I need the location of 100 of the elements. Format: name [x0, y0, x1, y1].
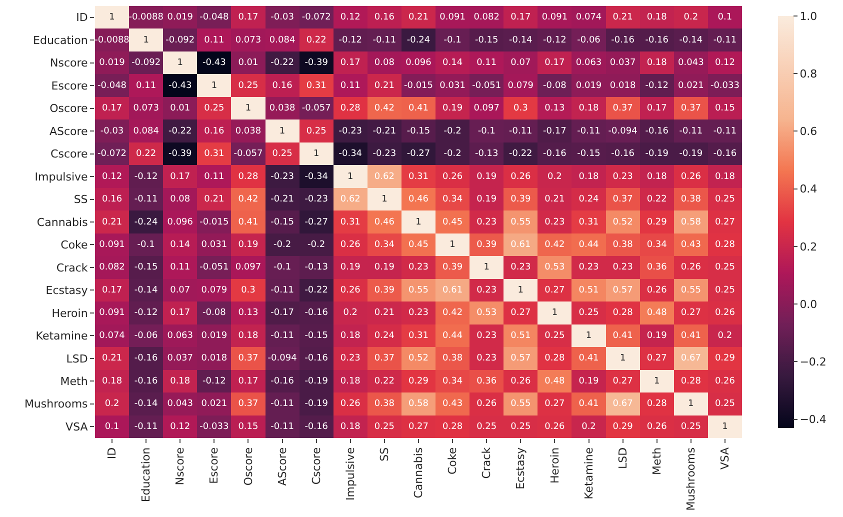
data-label: -0.0088 — [128, 12, 164, 23]
x-tick-label: Cscore — [310, 447, 323, 485]
data-label: 0.26 — [714, 308, 736, 318]
data-label: 0.25 — [714, 262, 735, 273]
data-label: 0.26 — [340, 285, 361, 296]
data-label: 0.08 — [374, 58, 395, 68]
data-label: 1 — [586, 330, 592, 341]
data-label: -0.1 — [478, 126, 496, 136]
data-label: 0.17 — [646, 104, 667, 114]
data-label: 0.18 — [170, 376, 190, 386]
data-label: 0.25 — [714, 285, 735, 296]
data-label: 0.43 — [442, 399, 463, 410]
data-label: 0.52 — [612, 217, 633, 228]
data-label: 1 — [348, 172, 354, 182]
data-label: 0.26 — [646, 285, 668, 296]
data-label: 0.29 — [408, 376, 429, 386]
data-label: 0.084 — [133, 126, 160, 136]
data-label: 0.2 — [548, 172, 562, 182]
data-label: -0.16 — [304, 308, 328, 318]
data-label: 0.37 — [374, 354, 394, 364]
data-label: 0.17 — [170, 308, 190, 318]
data-label: -0.43 — [168, 80, 192, 91]
data-label: 0.12 — [170, 422, 190, 432]
data-label: 0.37 — [680, 104, 701, 114]
data-label: 0.28 — [612, 308, 634, 318]
x-tick-label: Crack — [480, 446, 494, 479]
data-label: 0.38 — [612, 240, 634, 250]
data-label: 0.34 — [442, 376, 463, 386]
data-label: 0.53 — [544, 262, 565, 273]
data-label: -0.0088 — [94, 35, 130, 46]
data-label: 0.41 — [578, 399, 599, 410]
data-label: -0.12 — [134, 172, 158, 182]
data-label: 0.24 — [578, 194, 600, 205]
data-label: -0.12 — [134, 308, 158, 318]
x-tick-label: LSD — [616, 447, 630, 469]
data-label: 0.23 — [544, 217, 565, 228]
data-label: 0.18 — [646, 172, 668, 182]
data-label: 0.14 — [170, 240, 190, 250]
data-label: 0.55 — [408, 285, 429, 296]
data-label: -0.22 — [168, 126, 192, 136]
x-tick-label: Impulsive — [344, 447, 357, 500]
data-label: 0.018 — [610, 80, 636, 91]
color-bar-label: −0.2 — [800, 356, 826, 369]
data-label: 0.14 — [442, 58, 463, 68]
data-label: 0.27 — [510, 308, 531, 318]
data-label: -0.11 — [372, 35, 396, 46]
data-label: 0.12 — [714, 58, 735, 68]
x-tick-label: Ketamine — [582, 447, 596, 500]
data-label: 0.11 — [170, 262, 190, 273]
y-tick-label: Ecstasy — [46, 284, 88, 298]
data-label: 0.29 — [612, 422, 634, 432]
data-label: -0.033 — [200, 422, 229, 432]
data-label: -0.23 — [372, 149, 396, 160]
data-label: -0.11 — [577, 126, 600, 136]
data-label: 0.57 — [510, 354, 531, 364]
y-tick-label: LSD — [66, 352, 88, 366]
data-label: -0.16 — [134, 354, 158, 364]
data-label: -0.19 — [304, 376, 328, 386]
data-label: 0.23 — [408, 262, 429, 273]
data-label: 0.37 — [612, 194, 633, 205]
data-label: -0.092 — [132, 58, 161, 68]
data-label: 0.16 — [272, 80, 293, 91]
data-label: 0.18 — [340, 422, 361, 432]
data-label: 0.3 — [241, 285, 256, 296]
data-label: 0.46 — [408, 194, 429, 205]
data-label: 0.073 — [133, 104, 159, 114]
data-label: 0.073 — [235, 35, 262, 46]
data-label: 0.48 — [544, 376, 565, 386]
data-label: -0.22 — [304, 285, 328, 296]
data-label: -0.13 — [474, 149, 498, 160]
data-label: 0.18 — [238, 330, 259, 341]
y-tick-label: Mushrooms — [24, 398, 88, 411]
data-label: -0.1 — [274, 262, 292, 273]
data-label: -0.34 — [338, 149, 362, 160]
data-label: 0.58 — [680, 217, 702, 228]
y-tick-label: SS — [74, 193, 88, 206]
data-label: 0.25 — [272, 149, 292, 160]
data-label: 1 — [245, 104, 252, 114]
data-label: 0.021 — [201, 399, 228, 410]
data-label: 0.37 — [238, 399, 258, 410]
data-label: -0.14 — [679, 35, 703, 46]
y-tick-label: AScore — [49, 124, 88, 138]
color-bar-label: −0.4 — [800, 413, 826, 426]
data-label: 0.22 — [306, 35, 326, 46]
data-label: 0.25 — [680, 422, 701, 432]
data-label: 0.27 — [544, 285, 565, 296]
y-tick-label: Crack — [56, 261, 88, 274]
data-label: 0.26 — [680, 172, 702, 182]
data-label: 0.22 — [136, 149, 156, 160]
data-label: 0.44 — [578, 240, 600, 250]
data-label: 0.23 — [476, 285, 497, 296]
x-tick-label: Meth — [650, 447, 664, 475]
data-label: 0.096 — [406, 58, 432, 68]
data-label: 0.3 — [513, 104, 528, 114]
x-tick-label: Oscore — [242, 447, 255, 486]
data-label: 0.23 — [578, 262, 599, 273]
data-label: 0.074 — [576, 12, 602, 23]
data-label: -0.17 — [543, 126, 566, 136]
data-label: -0.21 — [270, 194, 294, 205]
data-label: -0.15 — [474, 35, 498, 46]
